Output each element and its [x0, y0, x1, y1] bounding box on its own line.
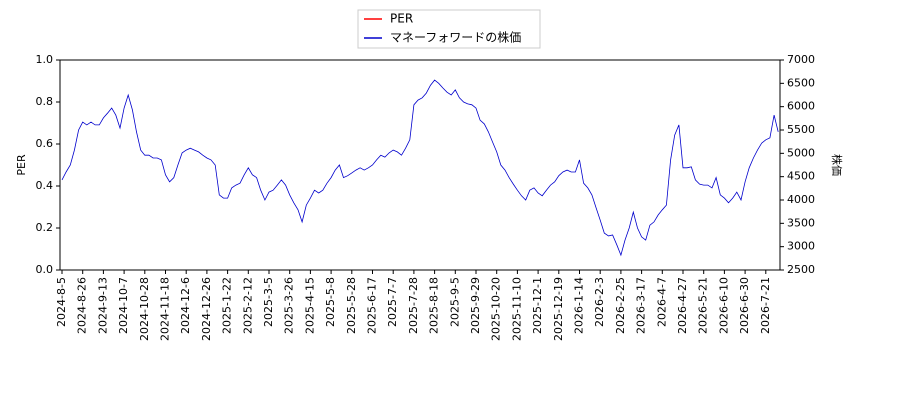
- y2-tick-label: 5500: [787, 123, 815, 136]
- x-tick-label: 2024-11-18: [159, 277, 172, 341]
- x-tick-label: 2025-9-29: [469, 277, 482, 334]
- x-tick-label: 2025-11-10: [510, 277, 523, 341]
- y2-axis-label: 株価: [830, 154, 844, 176]
- x-tick-label: 2026-2-25: [614, 277, 627, 334]
- x-tick-label: 2025-5-28: [345, 277, 358, 334]
- y-axis-label: PER: [15, 154, 28, 176]
- x-tick-label: 2025-12-19: [552, 277, 565, 341]
- x-tick-label: 2025-7-28: [407, 277, 420, 334]
- x-tick-label: 2026-2-3: [593, 277, 606, 327]
- x-tick-label: 2025-12-1: [531, 277, 544, 334]
- x-tick-label: 2025-1-22: [221, 277, 234, 334]
- price-line: [61, 79, 779, 257]
- legend-label: PER: [390, 12, 413, 26]
- y-tick-label: 0.4: [36, 179, 54, 192]
- x-tick-label: 2025-4-15: [303, 277, 316, 334]
- y-tick-label: 0.2: [36, 221, 54, 234]
- x-tick-label: 2026-4-27: [676, 277, 689, 334]
- y2-tick-label: 3000: [787, 240, 815, 253]
- y-tick-label: 0.8: [36, 95, 54, 108]
- y2-tick-label: 7000: [787, 53, 815, 66]
- x-tick-label: 2024-12-26: [200, 277, 213, 341]
- x-tick-label: 2026-4-7: [655, 277, 668, 327]
- x-tick-label: 2025-6-17: [366, 277, 379, 334]
- y2-tick-label: 4500: [787, 170, 815, 183]
- x-tick-label: 2024-10-7: [117, 277, 130, 334]
- y2-tick-label: 6000: [787, 100, 815, 113]
- x-tick-label: 2024-9-13: [96, 277, 109, 334]
- y2-tick-label: 2500: [787, 263, 815, 276]
- x-tick-label: 2025-8-18: [428, 277, 441, 334]
- y2-tick-label: 4000: [787, 193, 815, 206]
- x-tick-label: 2025-2-12: [241, 277, 254, 334]
- x-tick-label: 2026-5-21: [697, 277, 710, 334]
- x-tick-label: 2026-7-21: [759, 277, 772, 334]
- x-tick-label: 2024-8-5: [55, 277, 68, 327]
- y2-tick-label: 6500: [787, 76, 815, 89]
- x-tick-label: 2025-3-5: [262, 277, 275, 327]
- x-tick-label: 2026-6-30: [738, 277, 751, 334]
- y-tick-label: 0.6: [36, 137, 54, 150]
- y2-tick-label: 3500: [787, 216, 815, 229]
- x-tick-label: 2025-9-5: [448, 277, 461, 327]
- x-tick-label: 2024-10-28: [138, 277, 151, 341]
- x-tick-label: 2024-8-26: [76, 277, 89, 334]
- x-tick-label: 2026-6-10: [717, 277, 730, 334]
- x-tick-label: 2025-10-20: [490, 277, 503, 341]
- x-tick-label: 2024-12-6: [179, 277, 192, 334]
- x-tick-label: 2026-1-14: [573, 277, 586, 334]
- legend: PER マネーフォワードの株価: [357, 9, 541, 49]
- x-tick-label: 2025-5-8: [324, 277, 337, 327]
- x-tick-label: 2025-7-7: [386, 277, 399, 327]
- plot-frame: [59, 59, 781, 271]
- legend-label: マネーフォワードの株価: [390, 30, 521, 45]
- y2-tick-label: 5000: [787, 146, 815, 159]
- y-tick-label: 0.0: [36, 263, 54, 276]
- x-tick-label: 2025-3-26: [283, 277, 296, 334]
- x-tick-label: 2026-3-17: [635, 277, 648, 334]
- legend-box: [357, 9, 541, 49]
- y-tick-label: 1.0: [36, 53, 54, 66]
